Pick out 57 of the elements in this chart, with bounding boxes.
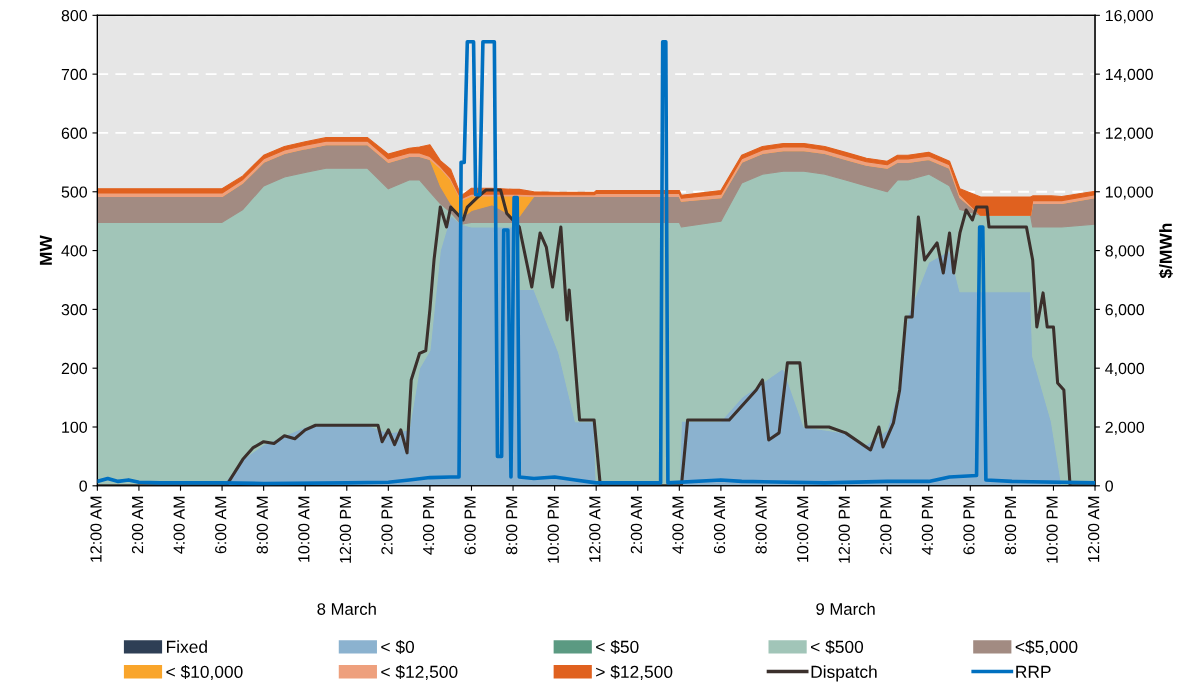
- y-tick-label: 200: [61, 362, 88, 375]
- y2-tick-label: 2,000: [1105, 421, 1145, 435]
- legend-label: < $50: [596, 639, 639, 655]
- x-tick-label: 2:00 AM: [630, 496, 643, 554]
- y2-tick-label: 8,000: [1105, 245, 1145, 259]
- y2-tick-label: 4,000: [1105, 362, 1145, 377]
- x-tick-label: 12:00 AM: [1088, 496, 1100, 562]
- y2-tick-label: 16,000: [1105, 9, 1153, 24]
- x-tick-label: 6:00 AM: [215, 496, 227, 554]
- legend-label: < $500: [811, 639, 864, 655]
- legend-label: <$5,000: [1015, 639, 1078, 656]
- x-tick-label: 2:00 PM: [381, 496, 393, 555]
- x-tick-label: 12:00 PM: [838, 496, 850, 563]
- x-tick-label: 6:00 AM: [713, 496, 726, 554]
- x-tick-label: 4:00 PM: [921, 496, 934, 555]
- text: 8 March: [317, 602, 376, 615]
- y-tick-label: 0: [79, 480, 88, 492]
- y-tick-label: 500: [61, 186, 88, 198]
- y2-tick-label: 6,000: [1105, 304, 1145, 318]
- y-tick-label: 100: [62, 421, 88, 433]
- x-tick-label: 6:00 PM: [464, 496, 476, 555]
- x-tick-label: 4:00 AM: [173, 496, 185, 554]
- legend-label: < $0: [381, 639, 415, 655]
- x-tick-label: 2:00 PM: [880, 496, 892, 555]
- y2-tick-label: 12,000: [1105, 127, 1153, 141]
- x-tick-label: 8:00 AM: [256, 496, 268, 554]
- y2-axis-title: $/MWh: [1158, 223, 1174, 279]
- x-tick-label: 8:00 PM: [1004, 496, 1017, 555]
- x-tick-label: 12:00 PM: [339, 496, 352, 563]
- y-tick-label: 700: [61, 68, 88, 81]
- legend-label: Dispatch: [811, 665, 877, 682]
- y-tick-label: 300: [61, 304, 88, 316]
- y-axis-title: MW: [39, 235, 52, 265]
- x-tick-label: 10:00 AM: [797, 496, 809, 562]
- x-tick-label: 10:00 AM: [298, 496, 310, 562]
- y-tick-label: 800: [61, 9, 88, 22]
- x-tick-label: 8:00 PM: [506, 496, 518, 555]
- x-tick-label: 8:00 AM: [755, 496, 767, 554]
- y2-tick-label: 0: [1105, 480, 1113, 492]
- legend-label: > $12,500: [596, 664, 673, 680]
- legend-label: Fixed: [166, 640, 207, 653]
- y2-tick-label: 14,000: [1105, 68, 1153, 82]
- y-tick-label: 600: [61, 127, 88, 139]
- legend-label: RRP: [1016, 665, 1051, 678]
- x-tick-label: 4:00 AM: [672, 496, 684, 554]
- x-tick-label: 10:00 PM: [547, 496, 559, 563]
- x-tick-label: 10:00 PM: [1046, 496, 1058, 563]
- x-tick-label: 4:00 PM: [422, 496, 435, 555]
- x-tick-label: 12:00 AM: [90, 496, 102, 562]
- x-tick-label: 6:00 PM: [963, 496, 975, 555]
- x-tick-label: 2:00 AM: [131, 496, 144, 554]
- text: 9 March: [816, 602, 875, 615]
- legend-label: < $12,500: [381, 664, 458, 680]
- y2-tick-label: 10,000: [1105, 186, 1153, 200]
- y-tick-label: 400: [61, 245, 88, 257]
- x-tick-label: 12:00 AM: [589, 496, 601, 562]
- legend-label: < $10,000: [166, 664, 243, 680]
